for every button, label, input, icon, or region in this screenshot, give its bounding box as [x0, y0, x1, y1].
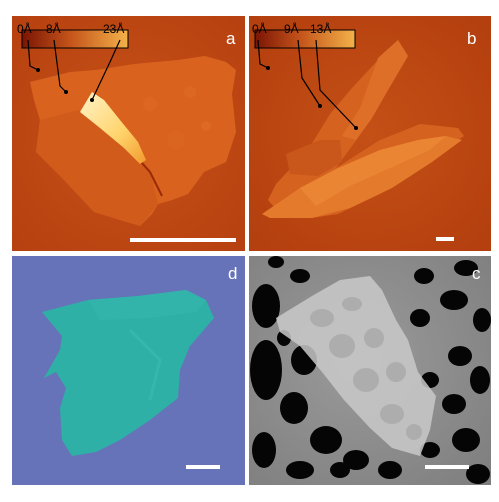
panel-b-leader-1: [297, 39, 321, 107]
panel-c: c: [249, 256, 491, 485]
panel-b-colorbar-tick-1: 9Å: [284, 21, 299, 36]
panel-b-scale-bar: [436, 237, 454, 241]
panel-a: 0Å 8Å 23Å a: [12, 16, 245, 251]
panel-a-colorbar-tick-1: 8Å: [46, 21, 61, 36]
panel-d-flake-shade: [88, 290, 206, 320]
panel-c-scale-bar: [425, 465, 469, 469]
panel-c-sheet-holes: [310, 297, 422, 440]
panel-b: 0Å 9Å 13Å b: [249, 16, 491, 251]
panel-d: d: [12, 256, 245, 485]
panel-a-leader-0: [27, 39, 39, 71]
panel-d-flake: [42, 290, 214, 456]
panel-b-fold-band-edge: [300, 136, 446, 206]
panel-a-scale-bar: [130, 238, 236, 242]
panel-a-colorbar-tick-0: 0Å: [17, 21, 32, 36]
panel-b-letter: b: [467, 29, 476, 48]
panel-a-leader-2: [91, 39, 121, 101]
panel-d-scale-bar: [186, 465, 220, 469]
panel-b-colorbar-tick-0: 0Å: [252, 21, 267, 36]
panel-b-leader-0: [257, 39, 269, 69]
panel-b-ribbon: [342, 40, 408, 140]
panel-b-leader-2: [315, 39, 357, 129]
panel-b-flake-lobe: [286, 140, 342, 176]
panel-a-colorbar-tick-2: 23Å: [103, 21, 124, 36]
panel-a-letter: a: [226, 29, 236, 48]
panel-a-leader-1: [53, 39, 67, 93]
panel-c-letter: c: [472, 264, 481, 283]
panel-a-colorbar: [21, 29, 129, 49]
panel-a-flake-lower: [36, 110, 158, 226]
panel-a-fold-streak: [80, 92, 146, 164]
panel-d-letter: d: [228, 264, 237, 283]
panel-b-colorbar-tick-2: 13Å: [310, 21, 331, 36]
panel-b-colorbar: [254, 29, 356, 49]
